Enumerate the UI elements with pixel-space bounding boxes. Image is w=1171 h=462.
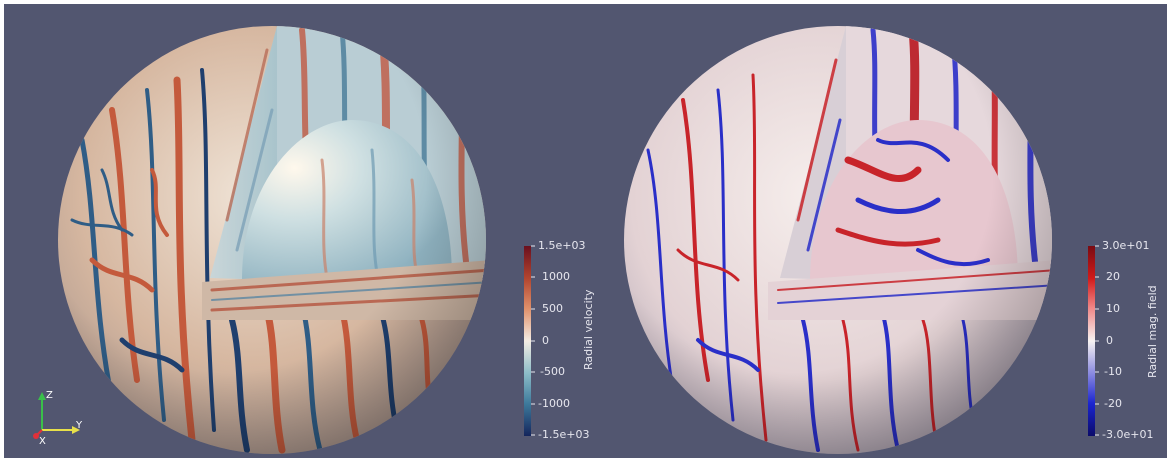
colorbar-tick: -1.5e+03 — [538, 428, 590, 441]
colorbar-tick: -1000 — [538, 397, 570, 410]
colorbar-tick: 10 — [1106, 302, 1120, 315]
orientation-axes-triad: Z Y X — [33, 390, 83, 446]
colorbar-tick: -500 — [540, 365, 565, 378]
colorbar-tick: 0 — [542, 334, 549, 347]
colorbar-tick: 0 — [1106, 334, 1113, 347]
colorbar-tick: 500 — [542, 302, 563, 315]
axis-label-y: Y — [75, 420, 83, 431]
axis-label-x: X — [39, 436, 46, 446]
radial-mag-field-sphere[interactable] — [618, 20, 1058, 458]
render-viewport[interactable]: 1.5e+03 1000 500 0 -500 -1000 -1.5e+03 R… — [4, 4, 1167, 458]
radial-velocity-colorbar: 1.5e+03 1000 500 0 -500 -1000 -1.5e+03 — [522, 240, 592, 441]
radial-mag-field-colorbar-gradient — [1088, 245, 1099, 436]
radial-velocity-sphere[interactable] — [52, 20, 492, 458]
radial-velocity-colorbar-gradient — [524, 245, 535, 436]
colorbar-tick: -10 — [1104, 365, 1122, 378]
colorbar-tick: -20 — [1104, 397, 1122, 410]
radial-velocity-colorbar-title: Radial velocity — [582, 289, 595, 370]
axis-label-z: Z — [46, 390, 53, 401]
colorbar-tick: 3.0e+01 — [1102, 239, 1150, 252]
colorbar-tick: 1000 — [542, 270, 570, 283]
colorbar-tick: 1.5e+03 — [538, 239, 586, 252]
radial-mag-field-colorbar-title: Radial mag. field — [1146, 285, 1159, 378]
radial-mag-field-colorbar: 3.0e+01 20 10 0 -10 -20 -3.0e+01 — [1086, 240, 1156, 441]
colorbar-tick: -3.0e+01 — [1102, 428, 1154, 441]
colorbar-tick: 20 — [1106, 270, 1120, 283]
